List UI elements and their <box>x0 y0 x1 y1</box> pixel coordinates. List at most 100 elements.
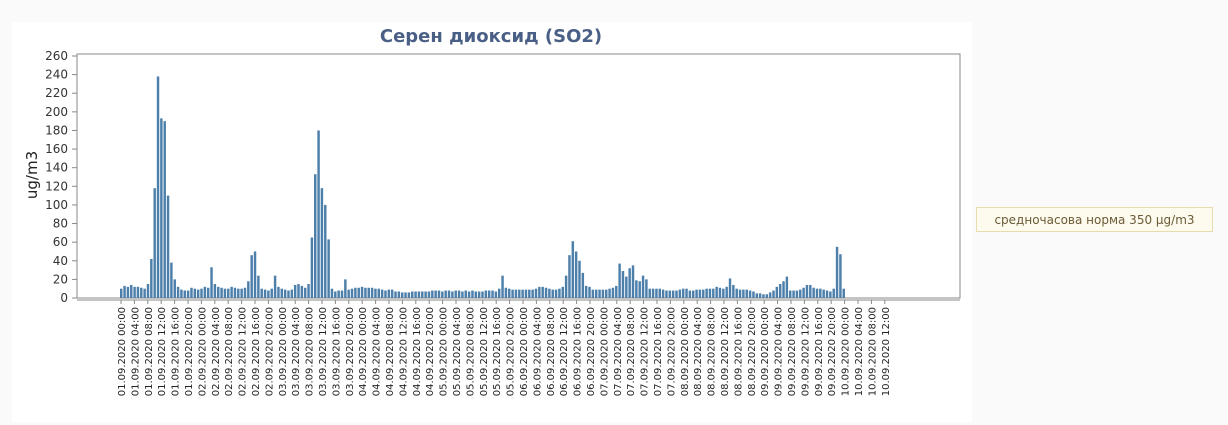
bar[interactable] <box>651 288 655 298</box>
bar[interactable] <box>678 289 682 298</box>
bar[interactable] <box>457 290 461 298</box>
bar[interactable] <box>819 288 822 298</box>
bar[interactable] <box>641 275 645 298</box>
bar[interactable] <box>390 289 394 298</box>
bar[interactable] <box>571 241 575 298</box>
bar[interactable] <box>564 275 568 298</box>
bar[interactable] <box>176 286 180 298</box>
bar[interactable] <box>123 285 126 298</box>
bar[interactable] <box>150 258 153 298</box>
bar[interactable] <box>581 272 585 298</box>
bar[interactable] <box>186 290 190 298</box>
bar[interactable] <box>183 290 187 298</box>
bar[interactable] <box>120 288 123 298</box>
bar[interactable] <box>250 255 253 298</box>
bar[interactable] <box>427 291 431 298</box>
bar[interactable] <box>514 289 518 298</box>
bar[interactable] <box>772 290 775 298</box>
bar[interactable] <box>247 281 250 298</box>
bar[interactable] <box>825 290 829 298</box>
bar[interactable] <box>554 289 558 298</box>
bar[interactable] <box>738 289 742 298</box>
bar[interactable] <box>481 291 484 298</box>
bar[interactable] <box>220 287 223 298</box>
bar[interactable] <box>732 284 735 298</box>
bar[interactable] <box>725 286 728 298</box>
bar[interactable] <box>280 288 284 298</box>
bar[interactable] <box>277 286 280 298</box>
bar[interactable] <box>360 286 364 298</box>
bar[interactable] <box>206 287 210 298</box>
bar[interactable] <box>260 288 263 298</box>
bar[interactable] <box>310 237 314 299</box>
bar[interactable] <box>511 289 514 298</box>
bar[interactable] <box>829 291 832 298</box>
bar[interactable] <box>263 289 267 298</box>
bar[interactable] <box>628 268 631 298</box>
bar[interactable] <box>661 289 665 298</box>
bar[interactable] <box>196 289 200 298</box>
bar[interactable] <box>170 262 173 298</box>
bar[interactable] <box>518 289 521 298</box>
bar[interactable] <box>802 287 805 298</box>
bar[interactable] <box>631 265 635 298</box>
bar[interactable] <box>210 267 213 298</box>
bar[interactable] <box>314 174 317 298</box>
bar[interactable] <box>561 286 564 298</box>
bar[interactable] <box>350 288 354 298</box>
bar[interactable] <box>377 288 381 298</box>
bar[interactable] <box>404 292 407 298</box>
bar[interactable] <box>735 288 738 298</box>
bar[interactable] <box>605 289 608 298</box>
bar[interactable] <box>364 287 367 298</box>
bar[interactable] <box>524 289 528 298</box>
bar[interactable] <box>223 288 227 298</box>
bar[interactable] <box>835 246 839 298</box>
bar[interactable] <box>257 275 260 298</box>
bar[interactable] <box>799 289 802 298</box>
bar[interactable] <box>437 290 441 298</box>
bar[interactable] <box>347 289 350 298</box>
bar[interactable] <box>344 279 347 298</box>
bar[interactable] <box>354 287 357 298</box>
bar[interactable] <box>615 285 618 298</box>
bar[interactable] <box>755 293 758 298</box>
bar[interactable] <box>424 291 427 298</box>
bar[interactable] <box>190 287 193 298</box>
bar[interactable] <box>156 76 160 298</box>
bar[interactable] <box>237 288 240 298</box>
bar[interactable] <box>765 294 769 298</box>
bar[interactable] <box>407 292 411 298</box>
bar[interactable] <box>638 281 641 298</box>
bar[interactable] <box>233 287 237 298</box>
bar[interactable] <box>417 291 421 298</box>
bar[interactable] <box>324 204 327 298</box>
bar[interactable] <box>675 290 678 298</box>
bar[interactable] <box>708 288 712 298</box>
bar[interactable] <box>742 289 745 298</box>
bar[interactable] <box>541 286 544 298</box>
bar[interactable] <box>745 289 748 298</box>
bar[interactable] <box>451 291 454 298</box>
bar[interactable] <box>193 288 197 298</box>
bar[interactable] <box>367 287 370 298</box>
bar[interactable] <box>133 286 136 298</box>
bar[interactable] <box>768 292 772 298</box>
bar[interactable] <box>538 286 541 298</box>
bar[interactable] <box>444 290 447 298</box>
bar[interactable] <box>598 289 601 298</box>
bar[interactable] <box>200 288 203 298</box>
bar[interactable] <box>625 276 628 298</box>
bar[interactable] <box>434 290 437 298</box>
bar[interactable] <box>474 291 478 298</box>
bar[interactable] <box>130 284 133 298</box>
bar[interactable] <box>454 290 457 298</box>
bar[interactable] <box>421 291 424 298</box>
bar[interactable] <box>370 287 374 298</box>
bar[interactable] <box>166 195 170 298</box>
bar[interactable] <box>815 288 819 298</box>
bar[interactable] <box>283 289 287 298</box>
bar[interactable] <box>635 280 638 298</box>
bar[interactable] <box>253 251 257 298</box>
bar[interactable] <box>153 188 156 298</box>
